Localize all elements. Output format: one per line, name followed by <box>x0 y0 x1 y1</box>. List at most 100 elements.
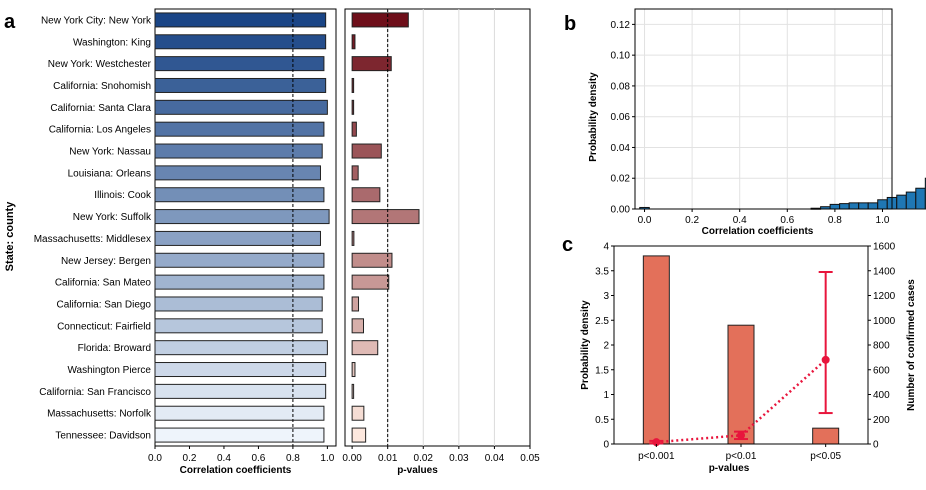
b-histogram-bar <box>877 199 888 210</box>
a-left-bar <box>154 34 327 50</box>
a-ylabel: State: county <box>4 201 16 272</box>
a-right-bar <box>351 318 365 334</box>
c-xtick-label: p<0.05 <box>810 451 841 462</box>
b-histogram-bar <box>848 202 860 210</box>
c-bar <box>642 255 670 445</box>
a-category-label: Washington Pierce <box>67 365 151 376</box>
c-ytick-label: 3.5 <box>595 266 609 277</box>
c-ytick-right-label: 1400 <box>873 266 896 277</box>
c-line-point <box>737 431 745 440</box>
c-line-point <box>821 355 830 364</box>
a-category-label: New York City: New York <box>41 15 152 26</box>
a-left-bar <box>154 165 321 181</box>
c-ytick-label: 0.5 <box>595 415 609 426</box>
a-right-bar <box>351 12 409 28</box>
a-left-xtick-label: 1.0 <box>320 453 334 464</box>
a-category-label: Illinois: Cook <box>94 190 152 201</box>
a-left-bar <box>154 56 325 72</box>
c-ytick-right-label: 400 <box>873 390 890 401</box>
a-category-label: California: San Diego <box>57 299 152 310</box>
a-left-bar <box>154 383 327 399</box>
panel-a-correlation-chart: New York City: New York Washington: King N… <box>4 8 337 476</box>
a-left-bar <box>154 362 327 378</box>
c-xlabel: p-values <box>709 463 750 474</box>
a-right-bar <box>351 340 379 356</box>
a-left-xlabel: Correlation coefficients <box>180 465 292 476</box>
c-ytick-label: 2 <box>603 341 609 352</box>
b-histogram-bar <box>867 202 879 210</box>
a-right-bar <box>351 121 357 137</box>
a-right-bar <box>351 99 355 115</box>
a-right-xtick-label: 0.03 <box>449 453 469 464</box>
b-ylabel: Probability density <box>588 72 599 162</box>
c-ytick-label: 2.5 <box>595 316 609 327</box>
b-ytick-label: 0.08 <box>611 81 631 92</box>
a-right-bar <box>351 34 356 50</box>
c-ytick-right-label: 1600 <box>873 242 896 253</box>
a-left-bar <box>154 405 325 421</box>
c-ytick-right-label: 0 <box>873 440 879 451</box>
a-category-label: Massachusetts: Norfolk <box>47 409 152 420</box>
a-right-bar <box>351 362 356 378</box>
c-ytick-right-label: 200 <box>873 415 890 426</box>
b-histogram-bar <box>915 187 926 210</box>
c-ytick-right-label: 1000 <box>873 316 896 327</box>
a-left-xtick-label: 0.6 <box>251 453 265 464</box>
a-left-bar <box>154 209 330 225</box>
a-right-xtick-label: 0.01 <box>378 453 398 464</box>
a-category-label: Washington: King <box>73 37 151 48</box>
a-right-bar <box>351 209 420 225</box>
a-right-bar <box>351 405 365 421</box>
a-right-bar <box>351 187 381 203</box>
a-right-bar <box>351 165 359 181</box>
b-xtick-label: 0.6 <box>780 215 794 226</box>
a-left-bar <box>154 143 323 159</box>
a-category-label: California: San Francisco <box>39 387 151 398</box>
c-ytick-label: 0 <box>603 440 609 451</box>
a-right-frame <box>344 8 531 447</box>
b-xtick-label: 0.2 <box>685 215 699 226</box>
a-left-bar <box>154 12 327 28</box>
a-right-bar <box>351 77 355 93</box>
b-ytick-label: 0.10 <box>611 51 631 62</box>
a-category-label: New York: Westchester <box>48 59 152 70</box>
b-histogram-bar <box>896 194 907 210</box>
c-ytick-right-label: 1200 <box>873 291 896 302</box>
a-left-xtick-label: 0.4 <box>217 453 231 464</box>
b-histogram-bar <box>905 191 917 210</box>
c-confirmed-cases-line <box>656 358 827 444</box>
b-ytick-label: 0.00 <box>611 205 631 216</box>
c-xtick-label: p<0.001 <box>638 451 675 462</box>
a-right-bar <box>351 383 355 399</box>
panel-letter-b: b <box>564 13 576 35</box>
a-right-bar <box>351 252 393 268</box>
a-right-xtick-label: 0.04 <box>485 453 505 464</box>
a-category-label: New Jersey: Bergen <box>61 256 151 267</box>
c-ytick-label: 3 <box>603 291 609 302</box>
a-left-bar <box>154 274 325 290</box>
b-frame <box>634 8 893 210</box>
a-left-xtick-label: 0.2 <box>183 453 197 464</box>
b-xlabel: Correlation coefficients <box>702 226 814 237</box>
b-ytick-label: 0.06 <box>611 112 631 123</box>
a-category-label: Massachusetts: Middlesex <box>34 234 151 245</box>
a-left-bar <box>154 121 325 137</box>
a-right-xlabel: p-values <box>397 465 438 476</box>
a-left-bar <box>154 230 321 246</box>
b-histogram-bar <box>839 203 850 210</box>
a-category-label: Louisiana: Orleans <box>68 168 151 179</box>
a-right-xtick-label: 0.00 <box>342 453 362 464</box>
b-xtick-label: 0.4 <box>733 215 747 226</box>
a-left-bar <box>154 252 325 268</box>
a-right-xtick-label: 0.02 <box>414 453 434 464</box>
b-ytick-label: 0.12 <box>611 20 631 31</box>
c-ylabel: Probability density <box>580 300 591 390</box>
a-left-bar <box>154 296 323 312</box>
a-left-frame <box>154 8 337 447</box>
a-left-bar <box>154 427 325 443</box>
b-histogram-bar <box>858 202 869 210</box>
a-right-bar <box>351 296 360 312</box>
panel-letter-c: c <box>562 234 573 256</box>
c-bar <box>812 427 840 445</box>
